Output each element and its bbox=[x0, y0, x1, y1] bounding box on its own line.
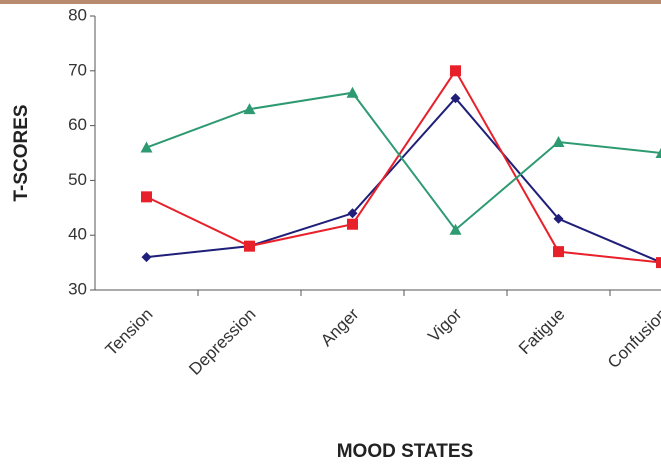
marker bbox=[553, 246, 564, 257]
marker bbox=[656, 257, 661, 268]
marker bbox=[347, 87, 359, 98]
y-tick-label: 60 bbox=[68, 115, 87, 134]
series-line bbox=[147, 98, 661, 262]
y-tick-label: 30 bbox=[68, 279, 87, 298]
y-axis-title: T-SCORES bbox=[11, 104, 32, 201]
y-tick-label: 70 bbox=[68, 60, 87, 79]
x-tick-label: Vigor bbox=[424, 304, 466, 346]
marker bbox=[244, 241, 255, 252]
x-tick-label: Confusion bbox=[604, 305, 661, 373]
page: T-SCORES MOOD STATES 30 40 50 60 70 80 Tension… bbox=[0, 0, 661, 464]
chart: T-SCORES MOOD STATES 30 40 50 60 70 80 Tension… bbox=[0, 0, 661, 464]
photo-edge bbox=[0, 0, 661, 4]
series-line bbox=[147, 93, 661, 230]
y-tick-label: 40 bbox=[68, 225, 87, 244]
y-tick-label: 80 bbox=[68, 5, 87, 24]
y-tick-label: 50 bbox=[68, 170, 87, 189]
x-tick-label: Tension bbox=[102, 305, 157, 360]
marker bbox=[347, 219, 358, 230]
marker bbox=[450, 65, 461, 76]
marker bbox=[142, 252, 152, 262]
series-line bbox=[147, 71, 661, 263]
x-tick-label: Fatigue bbox=[515, 305, 569, 359]
x-tick-label: Anger bbox=[317, 304, 363, 350]
marker bbox=[141, 191, 152, 202]
x-axis-title: MOOD STATES bbox=[337, 441, 474, 462]
x-tick-label: Depression bbox=[185, 305, 259, 379]
